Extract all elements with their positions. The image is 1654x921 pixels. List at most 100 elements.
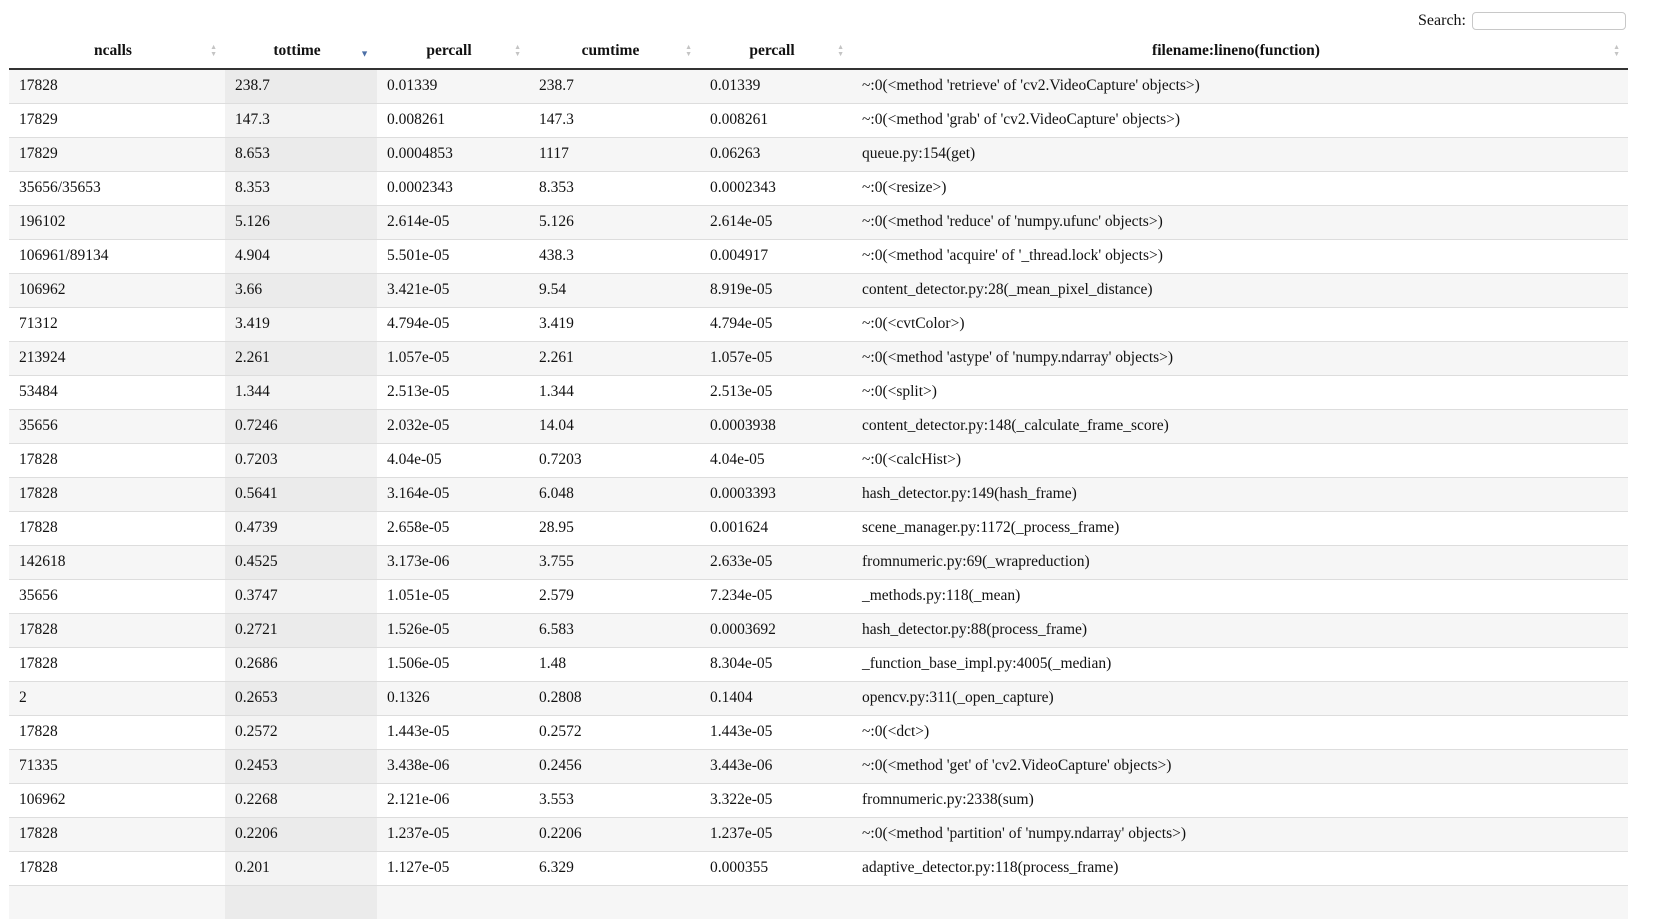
cell-ncalls: 17829 [9, 136, 225, 171]
cell-ncalls: 213924 [9, 340, 225, 375]
cell-tottime: 0.2686 [225, 646, 377, 681]
cell-tottime: 0.7203 [225, 442, 377, 477]
cell-percall: 1.057e-05 [377, 340, 529, 375]
cell-percall: 3.173e-06 [377, 544, 529, 579]
cell-ncalls: 106961/89134 [9, 238, 225, 273]
column-header-percall[interactable]: percall ▲ ▼ [377, 33, 529, 70]
search-label: Search: [1418, 12, 1466, 29]
cell-ncalls: 17829 [9, 102, 225, 137]
cell-ncalls: 17828 [9, 68, 225, 103]
cell-tottime: 8.653 [225, 136, 377, 171]
cell-cumtime: 0.2808 [529, 680, 700, 715]
cell-cumtime: 0.2572 [529, 714, 700, 749]
cell-tottime: 238.7 [225, 68, 377, 103]
cell-cumtime: 8.353 [529, 170, 700, 205]
empty-cell [700, 884, 852, 919]
column-header-label: percall [749, 41, 795, 59]
cell-percall: 3.164e-05 [377, 476, 529, 511]
table-row: 17828 0.2206 1.237e-05 0.2206 1.237e-05 ~:0(<… [9, 816, 1628, 851]
cell-function: opencv.py:311(_open_capture) [852, 680, 1628, 715]
cell-function: ~:0(<method 'get' of 'cv2.VideoCapture' … [852, 748, 1628, 783]
table-row: 17828 0.7203 4.04e-05 0.7203 4.04e-05 ~:0(<ca… [9, 442, 1628, 477]
table-row: 2 0.2653 0.1326 0.2808 0.1404 opencv.py:311(_… [9, 680, 1628, 715]
sort-icon: ▲ ▼ [1613, 42, 1620, 58]
cell-ncalls: 53484 [9, 374, 225, 409]
column-header-ncalls[interactable]: ncalls ▲ ▼ [9, 33, 225, 70]
cell-percall-cumulative: 4.794e-05 [700, 306, 852, 341]
cell-tottime: 4.904 [225, 238, 377, 273]
cell-function: hash_detector.py:149(hash_frame) [852, 476, 1628, 511]
cell-function: _methods.py:118(_mean) [852, 578, 1628, 613]
cell-function: _function_base_impl.py:4005(_median) [852, 646, 1628, 681]
cell-tottime: 1.344 [225, 374, 377, 409]
cell-percall-cumulative: 0.01339 [700, 68, 852, 103]
cell-function: ~:0(<resize>) [852, 170, 1628, 205]
cell-function: ~:0(<split>) [852, 374, 1628, 409]
column-header-cumtime[interactable]: cumtime ▲ ▼ [529, 33, 700, 70]
cell-cumtime: 9.54 [529, 272, 700, 307]
cell-tottime: 0.2721 [225, 612, 377, 647]
column-header-filename-lineno-function[interactable]: filename:lineno(function) ▲ ▼ [852, 33, 1628, 70]
cell-percall: 0.0004853 [377, 136, 529, 171]
cell-ncalls: 35656/35653 [9, 170, 225, 205]
search-input[interactable] [1472, 12, 1626, 30]
column-header-percall-cumulative[interactable]: percall ▲ ▼ [700, 33, 852, 70]
cell-ncalls: 35656 [9, 578, 225, 613]
empty-cell [225, 884, 377, 919]
cell-percall: 0.01339 [377, 68, 529, 103]
table-row: 106961/89134 4.904 5.501e-05 438.3 0.004917 ~… [9, 238, 1628, 273]
cell-percall-cumulative: 3.443e-06 [700, 748, 852, 783]
cell-ncalls: 17828 [9, 850, 225, 885]
empty-cell [9, 884, 225, 919]
cell-percall-cumulative: 0.0002343 [700, 170, 852, 205]
cell-percall-cumulative: 8.919e-05 [700, 272, 852, 307]
cell-cumtime: 147.3 [529, 102, 700, 137]
cell-cumtime: 238.7 [529, 68, 700, 103]
cell-cumtime: 3.553 [529, 782, 700, 817]
table-row: 17828 0.4739 2.658e-05 28.95 0.001624 scene_m… [9, 510, 1628, 545]
cell-cumtime: 2.261 [529, 340, 700, 375]
cell-percall: 2.658e-05 [377, 510, 529, 545]
column-header-label: percall [426, 41, 472, 59]
table-header-row: ncalls ▲ ▼ tottime ▼ percall ▲ ▼ cumtime ▲… [9, 33, 1628, 70]
table-row: 53484 1.344 2.513e-05 1.344 2.513e-05 ~:0(<sp… [9, 374, 1628, 409]
cell-cumtime: 6.048 [529, 476, 700, 511]
cell-cumtime: 3.419 [529, 306, 700, 341]
cell-percall: 3.421e-05 [377, 272, 529, 307]
cell-percall: 2.032e-05 [377, 408, 529, 443]
cell-ncalls: 17828 [9, 476, 225, 511]
empty-cell [529, 884, 700, 919]
cell-function: ~:0(<method 'retrieve' of 'cv2.VideoCapt… [852, 68, 1628, 103]
cell-ncalls: 71312 [9, 306, 225, 341]
cell-function: queue.py:154(get) [852, 136, 1628, 171]
table-row: 106962 3.66 3.421e-05 9.54 8.919e-05 content_… [9, 272, 1628, 307]
cell-function: content_detector.py:148(_calculate_frame… [852, 408, 1628, 443]
cell-tottime: 3.419 [225, 306, 377, 341]
cell-percall: 4.794e-05 [377, 306, 529, 341]
cell-tottime: 0.2572 [225, 714, 377, 749]
cell-percall-cumulative: 0.0003692 [700, 612, 852, 647]
sort-descending-icon: ▼ [360, 48, 369, 59]
cell-ncalls: 17828 [9, 816, 225, 851]
cell-percall: 1.051e-05 [377, 578, 529, 613]
cell-function: ~:0(<method 'reduce' of 'numpy.ufunc' ob… [852, 204, 1628, 239]
cell-percall-cumulative: 0.0003393 [700, 476, 852, 511]
table-row: 17828 0.2721 1.526e-05 6.583 0.0003692 hash_d… [9, 612, 1628, 647]
cell-percall-cumulative: 2.633e-05 [700, 544, 852, 579]
cell-tottime: 5.126 [225, 204, 377, 239]
cell-percall: 0.1326 [377, 680, 529, 715]
cell-percall: 2.614e-05 [377, 204, 529, 239]
cell-tottime: 0.2206 [225, 816, 377, 851]
cell-ncalls: 17828 [9, 510, 225, 545]
table-row: 17829 147.3 0.008261 147.3 0.008261 ~:0(<meth… [9, 102, 1628, 137]
table-row: 35656/35653 8.353 0.0002343 8.353 0.0002343 ~… [9, 170, 1628, 205]
sort-icon: ▲ ▼ [210, 42, 217, 58]
column-header-tottime[interactable]: tottime ▼ [225, 33, 377, 70]
table-row: 213924 2.261 1.057e-05 2.261 1.057e-05 ~:0(<m… [9, 340, 1628, 375]
table-body: 17828 238.7 0.01339 238.7 0.01339 ~:0(<method… [9, 68, 1628, 919]
cell-percall-cumulative: 4.04e-05 [700, 442, 852, 477]
search-bar: Search: [1418, 12, 1626, 30]
cell-percall: 1.237e-05 [377, 816, 529, 851]
table-row-partial [9, 884, 1628, 919]
cell-tottime: 0.2268 [225, 782, 377, 817]
